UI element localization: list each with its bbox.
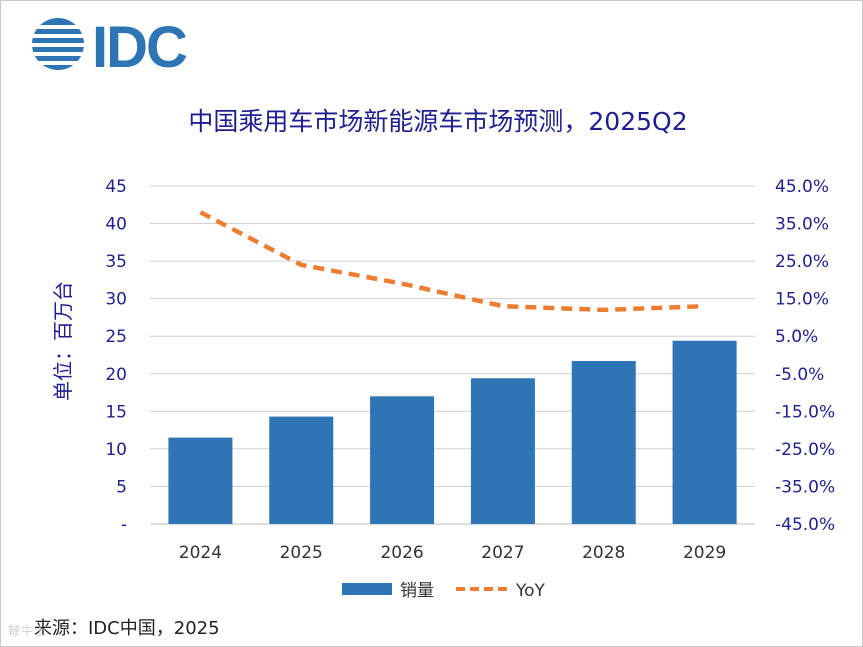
- x-tick-label: 2025: [280, 543, 323, 563]
- y2-tick-label: 35.0%: [775, 215, 829, 235]
- yoy-series: [199, 210, 705, 313]
- idc-logo: IDC: [30, 15, 189, 74]
- bar-2027: [470, 378, 535, 524]
- left-axis-ticks: - 5 10 15 20 25 30 35 40 45: [105, 177, 127, 535]
- logo-text: IDC: [92, 15, 187, 74]
- y-tick-label: 40: [105, 215, 127, 235]
- y2-tick-label: 45.0%: [775, 177, 829, 197]
- watermark: 鞭牛士: [8, 624, 48, 638]
- globe-icon: [30, 18, 86, 70]
- y-tick-label: 35: [105, 252, 127, 272]
- y2-tick-label: 15.0%: [775, 290, 829, 310]
- x-tick-label: 2026: [380, 543, 423, 563]
- legend-bar-swatch: [342, 583, 392, 595]
- y-tick-label: 5: [116, 477, 127, 497]
- y2-tick-label: -5.0%: [775, 365, 824, 385]
- x-tick-label: 2024: [179, 543, 222, 563]
- y-tick-label: -: [121, 515, 127, 535]
- y-tick-label: 45: [105, 177, 127, 197]
- y-axis-label: 单位：百万台: [51, 281, 75, 401]
- yoy-line: [199, 210, 705, 313]
- y-tick-label: 30: [105, 290, 127, 310]
- bar-2024: [168, 437, 233, 524]
- x-tick-label: 2027: [481, 543, 524, 563]
- bar-2028: [571, 361, 636, 524]
- y-tick-label: 10: [105, 440, 127, 460]
- bar-2029: [672, 340, 737, 524]
- y2-tick-label: -15.0%: [775, 402, 835, 422]
- y2-tick-label: -25.0%: [775, 440, 835, 460]
- bar-series: [168, 340, 737, 524]
- x-tick-label: 2029: [683, 543, 726, 563]
- chart-title: 中国乘用车市场新能源车市场预测，2025Q2: [188, 107, 687, 136]
- bar-2026: [370, 396, 435, 524]
- y2-tick-label: -35.0%: [775, 477, 835, 497]
- y-tick-label: 25: [105, 327, 127, 347]
- legend: 销量 YoY: [342, 581, 546, 601]
- source-note: 来源：IDC中国，2025: [34, 618, 220, 639]
- y2-tick-label: 5.0%: [775, 327, 818, 347]
- x-tick-label: 2028: [582, 543, 625, 563]
- right-axis-ticks: -45.0% -35.0% -25.0% -15.0% -5.0% 5.0% 15.0% 25…: [775, 177, 835, 535]
- y2-tick-label: -45.0%: [775, 515, 835, 535]
- gridlines: [150, 185, 755, 525]
- legend-bar-label: 销量: [400, 581, 434, 601]
- y-tick-label: 15: [105, 402, 127, 422]
- legend-line-label: YoY: [515, 581, 546, 601]
- bar-2025: [269, 416, 334, 524]
- y-tick-label: 20: [105, 365, 127, 385]
- y2-tick-label: 25.0%: [775, 252, 829, 272]
- x-axis-ticks: 2024 2025 2026 2027 2028 2029: [179, 543, 726, 563]
